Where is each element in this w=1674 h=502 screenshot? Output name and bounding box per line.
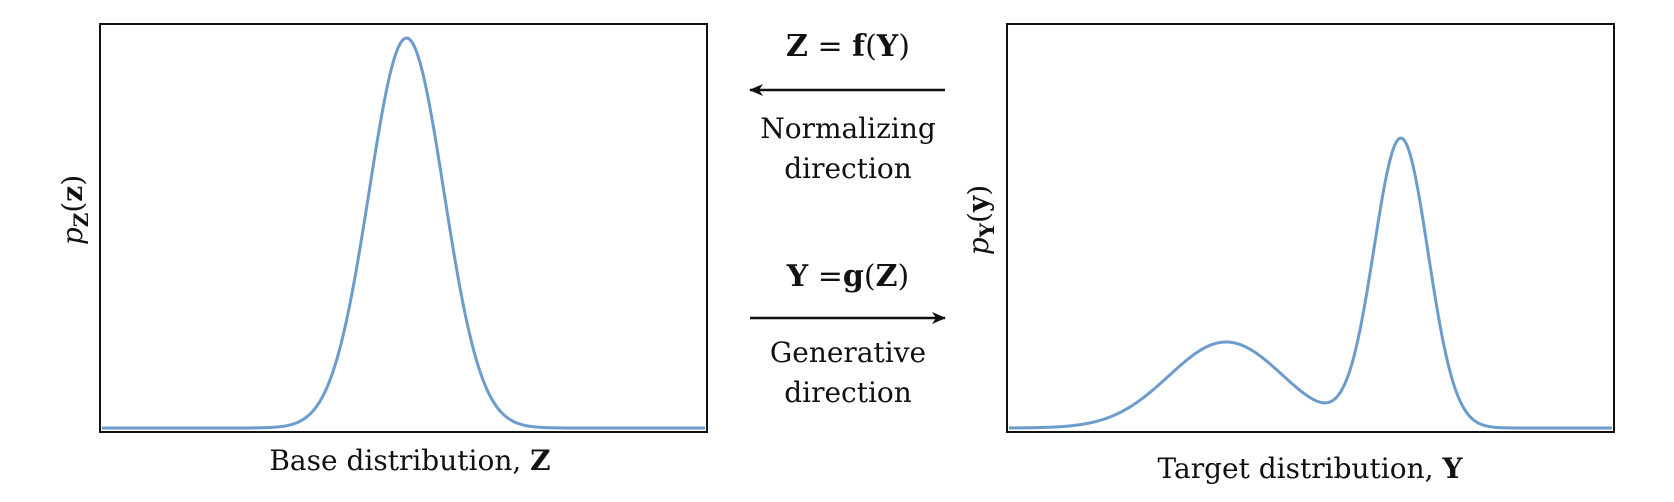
target-density-curve xyxy=(1009,136,1612,430)
svg-text:pY(y): pY(y) xyxy=(962,185,999,255)
generative-label-line2: direction xyxy=(784,376,912,409)
generative-label-line1: Generative xyxy=(770,336,926,369)
base-density-curve xyxy=(102,36,705,430)
normalizing-label-line1: Normalizing xyxy=(760,112,936,145)
base-x-axis-label: Base distribution, Z xyxy=(269,444,550,477)
generative-direction-group: Y =g(Z) Generative direction xyxy=(750,259,946,409)
generative-equation: Y =g(Z) xyxy=(786,259,909,294)
svg-text:pZ(z): pZ(z) xyxy=(56,175,93,245)
base-y-axis-label: pZ(z) xyxy=(56,175,93,245)
normalizing-label-line2: direction xyxy=(784,152,912,185)
base-plot-frame xyxy=(99,23,708,433)
target-y-axis-label: pY(y) xyxy=(962,185,999,255)
target-x-axis-label: Target distribution, Y xyxy=(1158,452,1464,485)
target-distribution-panel: pY(y) Target distribution, Y xyxy=(962,23,1615,485)
normalizing-direction-group: Z = f(Y) Normalizing direction xyxy=(749,29,945,185)
target-plot-frame xyxy=(1006,23,1615,433)
base-distribution-panel: pZ(z) Base distribution, Z xyxy=(56,23,708,477)
normalizing-equation: Z = f(Y) xyxy=(786,29,910,64)
